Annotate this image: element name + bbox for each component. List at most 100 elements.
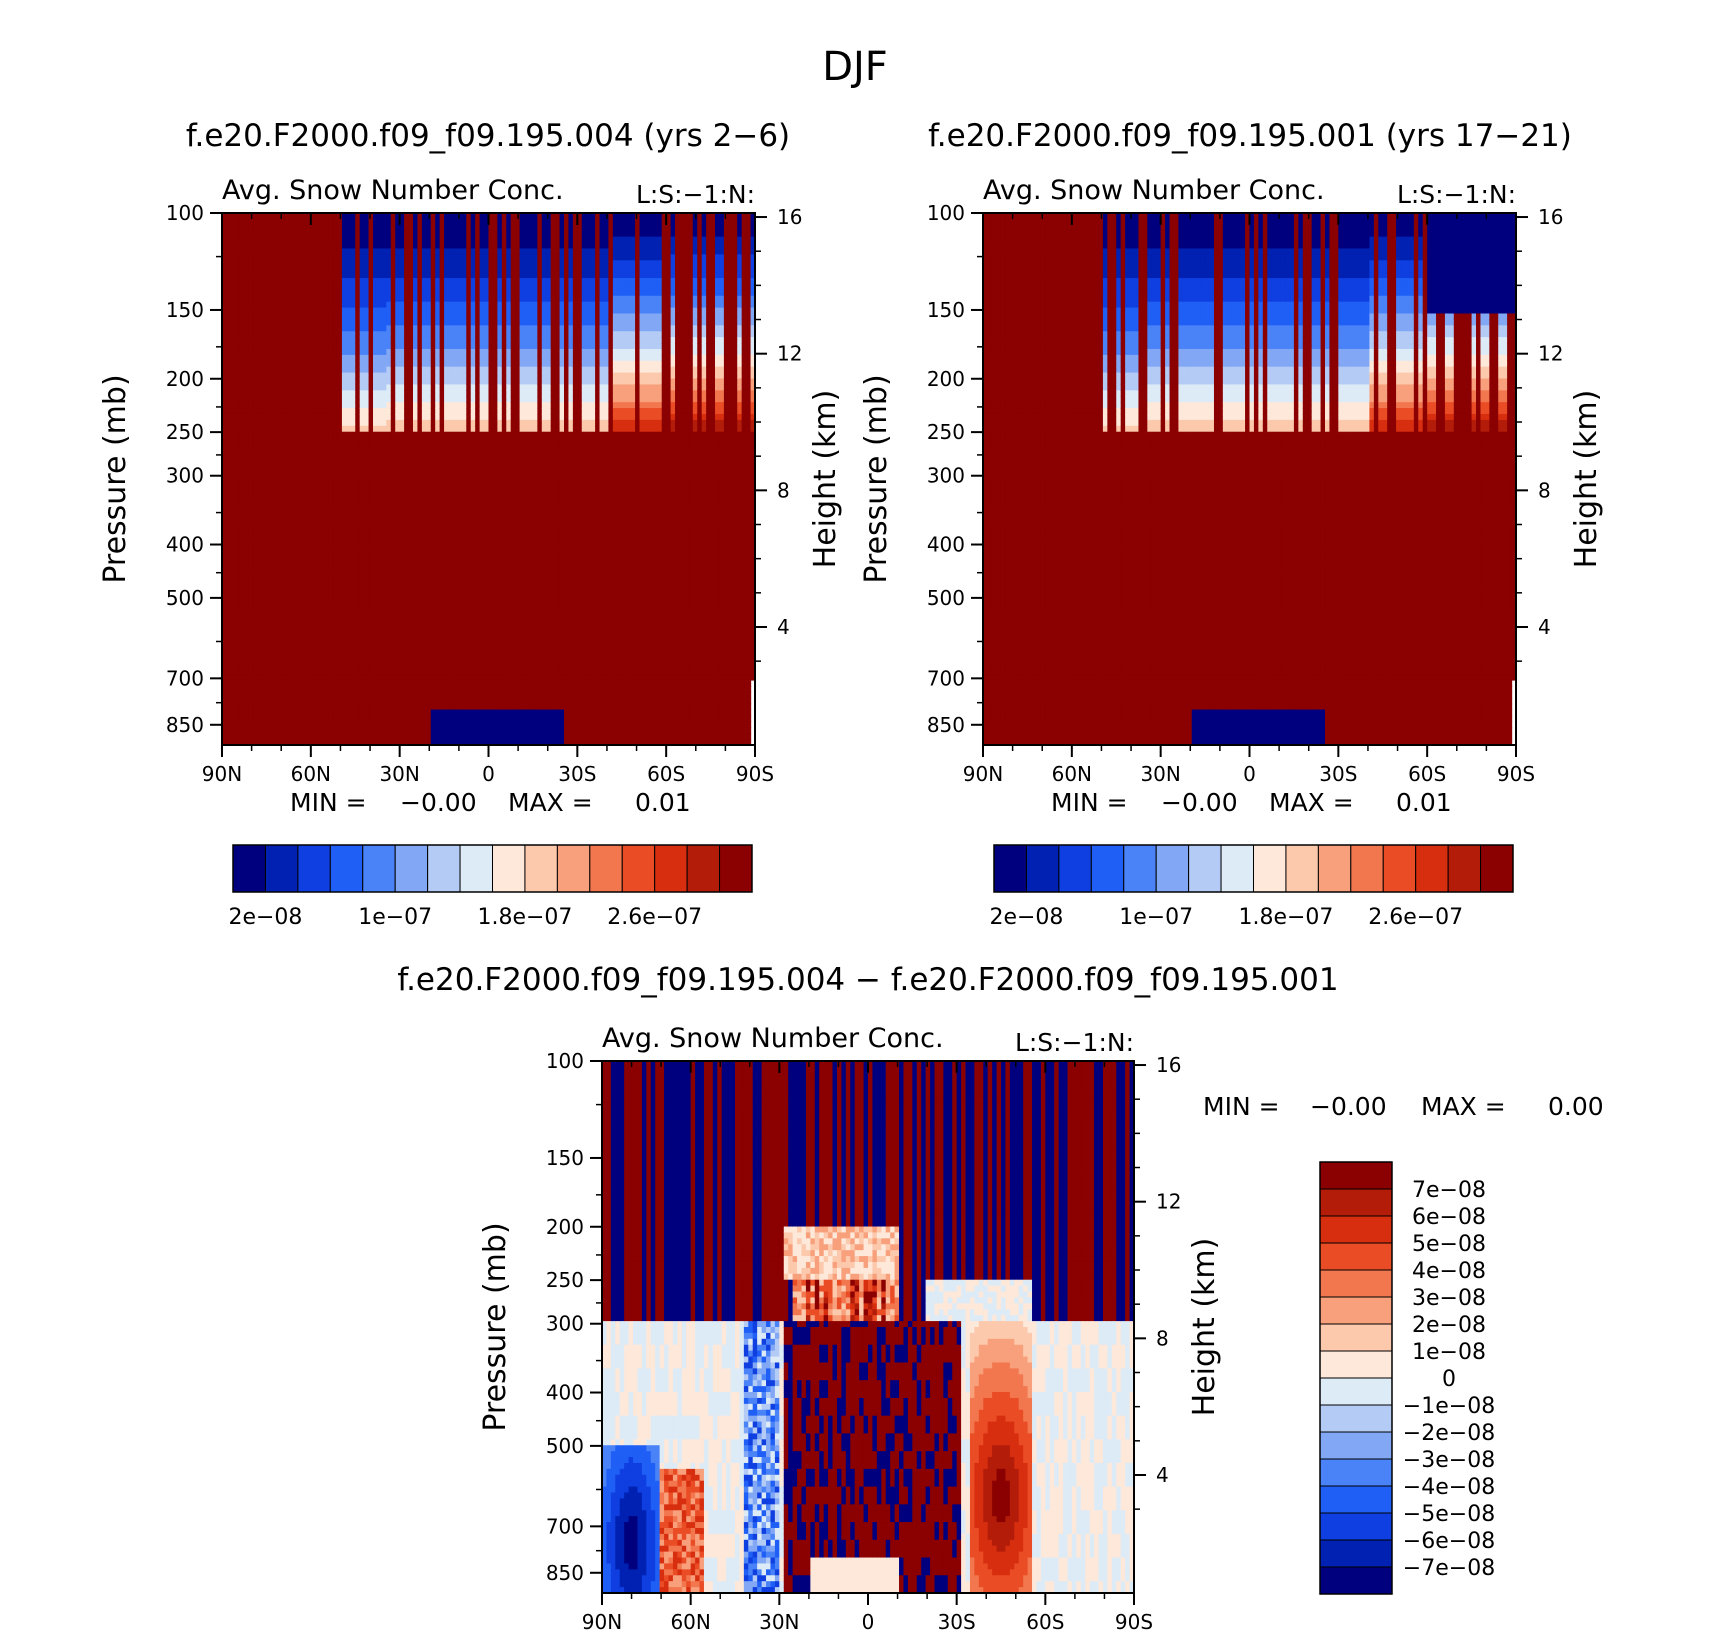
field-cell: [457, 254, 463, 261]
field-cell: [373, 295, 379, 303]
field-cell: [337, 289, 343, 297]
field-cell: [239, 496, 245, 504]
field-cell: [310, 532, 316, 539]
field-cell: [297, 260, 303, 267]
field-cell: [310, 396, 316, 403]
field-cell: [430, 236, 436, 244]
field-cell: [239, 384, 245, 391]
field-cell: [337, 366, 343, 374]
field-cell: [341, 390, 347, 397]
field-cell: [306, 573, 312, 581]
field-cell: [355, 668, 361, 675]
field-cell: [364, 425, 370, 433]
field-cell: [430, 295, 436, 303]
field-cell: [373, 650, 379, 657]
field-cell: [381, 473, 387, 480]
field-cell: [435, 348, 441, 356]
field-cell: [435, 408, 441, 415]
field-cell: [324, 473, 330, 480]
field-cell: [319, 354, 325, 362]
field-cell: [430, 620, 436, 628]
field-cell: [404, 674, 410, 681]
field-cell: [452, 224, 459, 232]
field-cell: [355, 685, 361, 693]
field-cell: [244, 254, 250, 261]
field-cell: [235, 254, 241, 261]
field-cell: [368, 473, 374, 480]
field-cell: [408, 449, 414, 456]
field-cell: [239, 691, 245, 699]
field-cell: [448, 679, 454, 687]
field-cell: [373, 408, 379, 415]
field-cell: [346, 384, 352, 391]
field-cell: [239, 348, 245, 356]
field-cell: [386, 431, 392, 439]
field-cell: [248, 366, 254, 374]
field-cell: [284, 283, 290, 291]
field-cell: [261, 419, 268, 427]
field-cell: [390, 354, 396, 362]
field-cell: [248, 248, 254, 255]
field-cell: [279, 467, 285, 474]
field-cell: [386, 620, 392, 628]
field-cell: [248, 295, 254, 303]
field-cell: [239, 218, 245, 226]
field-cell: [222, 626, 228, 634]
field-cell: [235, 573, 241, 581]
field-cell: [239, 248, 245, 255]
field-cell: [439, 609, 445, 616]
field-cell: [337, 727, 343, 734]
field-cell: [395, 295, 401, 303]
field-cell: [230, 348, 236, 356]
field-cell: [404, 697, 410, 705]
field-cell: [417, 337, 423, 344]
field-cell: [386, 638, 392, 646]
field-cell: [395, 538, 401, 545]
field-cell: [359, 585, 365, 592]
field-cell: [444, 242, 450, 250]
field-cell: [239, 372, 245, 380]
field-cell: [457, 396, 463, 403]
field-cell: [324, 591, 330, 598]
field-cell: [452, 479, 459, 486]
field-cell: [270, 715, 276, 722]
field-cell: [257, 656, 263, 663]
field-cell: [235, 467, 241, 474]
field-cell: [297, 721, 303, 728]
field-cell: [412, 295, 419, 303]
field-cell: [341, 603, 347, 610]
field-cell: [466, 272, 472, 279]
field-cell: [270, 685, 276, 693]
field-cell: [266, 360, 272, 368]
field-cell: [399, 614, 405, 622]
field-cell: [261, 307, 268, 315]
field-cell: [279, 242, 285, 250]
field-cell: [364, 419, 370, 427]
field-cell: [430, 520, 436, 527]
field-cell: [417, 721, 423, 728]
field-cell: [444, 532, 450, 539]
heatmap-field: [222, 213, 756, 746]
field-cell: [266, 337, 272, 344]
field-cell: [306, 591, 312, 598]
field-cell: [381, 656, 387, 663]
field-cell: [461, 224, 467, 232]
field-cell: [279, 337, 285, 344]
field-cell: [257, 626, 263, 634]
field-cell: [275, 467, 281, 474]
field-cell: [279, 561, 285, 569]
field-cell: [404, 319, 410, 326]
field-cell: [239, 455, 245, 462]
field-cell: [439, 443, 445, 451]
field-cell: [430, 319, 436, 326]
field-cell: [452, 254, 459, 261]
field-cell: [404, 508, 410, 516]
field-cell: [266, 490, 272, 498]
field-cell: [293, 691, 299, 699]
field-cell: [306, 484, 312, 492]
field-cell: [355, 473, 361, 480]
field-cell: [319, 685, 325, 693]
field-cell: [395, 319, 401, 326]
field-cell: [257, 614, 263, 622]
field-cell: [293, 325, 299, 332]
